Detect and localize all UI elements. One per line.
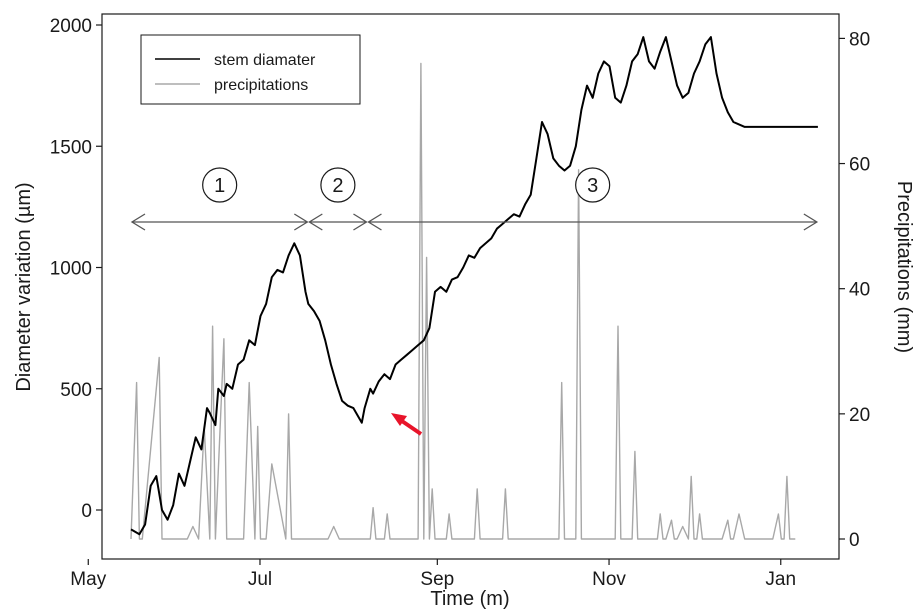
phase-annotations: 1 2 3 xyxy=(130,167,819,231)
x-tick-label: Nov xyxy=(592,569,626,590)
phase-circle xyxy=(202,167,238,203)
plot-frame xyxy=(101,13,840,560)
axis-ticks: 0 500 1000 1500 2000 0 20 40 60 80 May Jul Sep Nov Jan xyxy=(50,16,870,590)
phase-circle xyxy=(575,167,611,203)
phase-arrow-2: 2 xyxy=(308,167,368,231)
series-line-stem-diameter xyxy=(130,36,818,536)
y-right-tick-label: 0 xyxy=(849,530,860,551)
legend-label-precip: precipitations xyxy=(214,77,308,94)
y-left-tick-label: 1500 xyxy=(50,137,92,158)
y-left-tick-label: 0 xyxy=(81,501,92,522)
y-right-tick-label: 40 xyxy=(849,280,870,301)
phase-label: 3 xyxy=(587,175,598,197)
phase-arrow-1: 1 xyxy=(130,167,309,231)
phase-label: 1 xyxy=(214,175,225,197)
y-axis-right-title: Precipitations (mm) xyxy=(893,181,915,353)
legend-label-stem: stem diamater xyxy=(214,52,316,69)
y-right-tick-label: 80 xyxy=(849,29,870,50)
x-tick-label: Jul xyxy=(248,569,272,590)
y-left-tick-label: 2000 xyxy=(50,16,92,37)
phase-arrow-3: 3 xyxy=(367,167,819,231)
phase-label: 2 xyxy=(332,175,343,197)
x-axis-title: Time (m) xyxy=(430,588,509,609)
legend: stem diamater precipitations xyxy=(140,34,361,105)
y-right-tick-label: 60 xyxy=(849,155,870,176)
x-tick-label: May xyxy=(70,569,106,590)
y-axis-left-title: Diameter variation (µm) xyxy=(13,182,35,391)
series-layer xyxy=(130,36,818,540)
x-tick-label: Sep xyxy=(420,569,454,590)
x-tick-label: Jan xyxy=(765,569,796,590)
series-line-precipitations xyxy=(130,62,796,540)
y-left-tick-label: 500 xyxy=(60,380,92,401)
phase-circle xyxy=(320,167,356,203)
y-right-tick-label: 20 xyxy=(849,405,870,426)
y-left-tick-label: 1000 xyxy=(50,259,92,280)
red-arrow-annotation xyxy=(391,413,423,436)
